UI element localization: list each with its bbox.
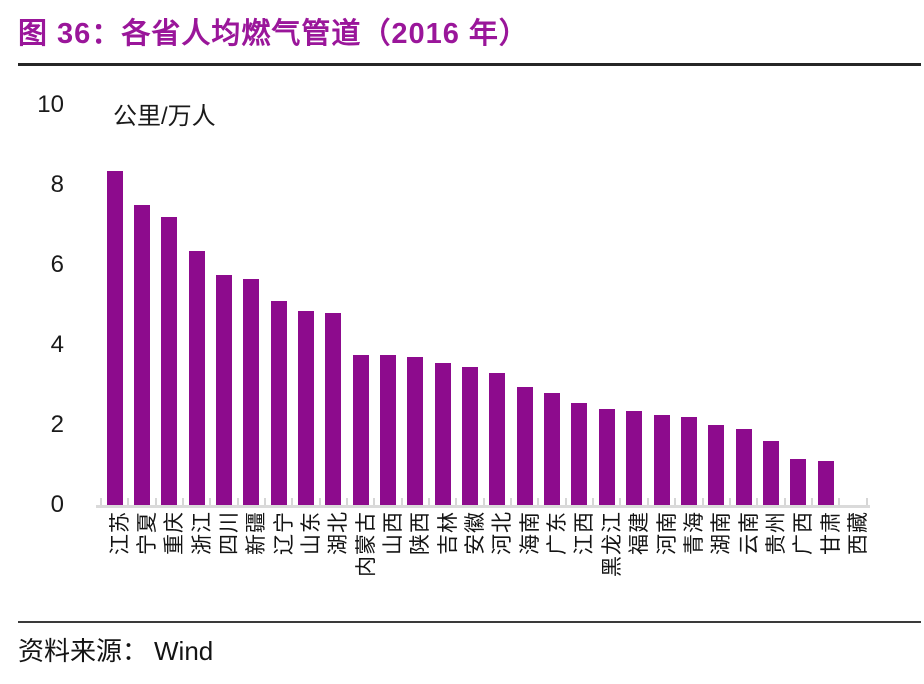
x-axis-tick bbox=[209, 498, 212, 505]
x-axis-label-安徽: 安徽 bbox=[464, 511, 488, 555]
bar-云南 bbox=[735, 429, 752, 505]
x-axis-label-内蒙古: 内蒙古 bbox=[354, 511, 378, 577]
y-axis-tick-label: 0 bbox=[50, 491, 64, 518]
x-axis-tick bbox=[564, 498, 567, 505]
x-axis-label-山东: 山东 bbox=[299, 511, 323, 555]
x-axis-label-吉林: 吉林 bbox=[436, 511, 460, 555]
x-axis-tick bbox=[99, 498, 102, 505]
x-axis-tick bbox=[646, 498, 649, 505]
bar-辽宁 bbox=[270, 301, 287, 505]
bar-江西 bbox=[571, 403, 588, 505]
bar-河南 bbox=[653, 415, 670, 505]
bar-海南 bbox=[516, 387, 533, 505]
bar-新疆 bbox=[243, 279, 260, 505]
bar-青海 bbox=[680, 417, 697, 505]
x-axis-label-福建: 福建 bbox=[628, 511, 652, 555]
x-axis-tick bbox=[728, 498, 731, 505]
bar-湖南 bbox=[708, 425, 725, 505]
bar-湖北 bbox=[325, 313, 342, 505]
bar-贵州 bbox=[762, 441, 779, 505]
x-axis-tick bbox=[810, 498, 813, 505]
x-axis-label-宁夏: 宁夏 bbox=[135, 511, 159, 555]
bar-山东 bbox=[297, 311, 314, 505]
bar-河北 bbox=[489, 373, 506, 505]
x-axis-tick bbox=[428, 498, 431, 505]
y-axis-unit-label: 公里/万人 bbox=[113, 103, 216, 130]
bar-山西 bbox=[380, 355, 396, 505]
x-axis-label-海南: 海南 bbox=[518, 511, 542, 555]
bar-福建 bbox=[626, 411, 643, 505]
x-axis-label-四川: 四川 bbox=[217, 511, 241, 555]
x-axis-tick bbox=[373, 498, 376, 505]
source-row: 资料来源： Wind bbox=[18, 631, 213, 668]
bar-陕西 bbox=[407, 357, 424, 505]
title-divider bbox=[18, 63, 921, 66]
bar-四川 bbox=[215, 275, 232, 505]
x-axis-tick bbox=[756, 498, 759, 505]
x-axis-tick bbox=[482, 498, 485, 505]
x-axis-tick bbox=[455, 498, 458, 505]
x-axis-label-河南: 河南 bbox=[655, 511, 679, 555]
x-axis-tick bbox=[345, 498, 348, 505]
x-axis-label-河北: 河北 bbox=[491, 511, 515, 555]
x-axis-tick bbox=[783, 498, 786, 505]
bar-黑龙江 bbox=[598, 409, 615, 505]
x-axis-tick bbox=[592, 498, 595, 505]
x-axis-tick bbox=[291, 498, 294, 505]
bar-内蒙古 bbox=[352, 355, 369, 505]
x-axis-label-新疆: 新疆 bbox=[245, 511, 269, 555]
bar-宁夏 bbox=[133, 205, 150, 505]
x-axis-tick bbox=[619, 498, 622, 505]
x-axis-tick bbox=[127, 498, 130, 505]
x-axis-tick bbox=[510, 498, 513, 505]
y-axis-tick-label: 8 bbox=[50, 171, 64, 198]
bar-广东 bbox=[544, 393, 561, 505]
x-axis-label-黑龙江: 黑龙江 bbox=[600, 511, 624, 577]
x-axis-label-湖南: 湖南 bbox=[710, 511, 734, 555]
x-axis-label-甘肃: 甘肃 bbox=[819, 511, 843, 555]
bar-重庆 bbox=[161, 217, 178, 505]
x-axis-label-江苏: 江苏 bbox=[108, 511, 132, 555]
bar-广西 bbox=[790, 459, 807, 505]
x-axis-tick bbox=[181, 498, 184, 505]
footer-divider bbox=[18, 621, 921, 623]
x-axis-tick bbox=[674, 498, 677, 505]
x-axis-tick bbox=[154, 498, 157, 505]
x-axis-label-青海: 青海 bbox=[682, 511, 706, 555]
x-axis-tick bbox=[400, 498, 403, 505]
x-axis-label-湖北: 湖北 bbox=[327, 511, 351, 555]
x-axis-label-浙江: 浙江 bbox=[190, 511, 214, 555]
x-axis-tick bbox=[537, 498, 540, 505]
x-axis-label-西藏: 西藏 bbox=[846, 511, 870, 555]
x-axis-label-贵州: 贵州 bbox=[764, 511, 788, 555]
y-axis-tick-label: 4 bbox=[50, 331, 64, 358]
y-axis-tick-label: 6 bbox=[50, 251, 64, 278]
figure-title: 图 36：各省人均燃气管道（2016 年） bbox=[18, 18, 529, 50]
source-value: Wind bbox=[154, 636, 214, 666]
x-axis-label-山西: 山西 bbox=[382, 511, 405, 555]
bar-浙江 bbox=[188, 251, 205, 505]
x-axis-label-重庆: 重庆 bbox=[163, 511, 187, 555]
x-axis-label-辽宁: 辽宁 bbox=[272, 511, 296, 555]
x-axis-line bbox=[96, 505, 870, 508]
x-axis-tick bbox=[865, 498, 868, 505]
x-axis-label-江西: 江西 bbox=[573, 511, 597, 555]
x-axis-label-广东: 广东 bbox=[546, 511, 570, 555]
x-axis-tick bbox=[701, 498, 704, 505]
x-axis-tick bbox=[318, 498, 321, 505]
y-axis-tick-label: 10 bbox=[37, 91, 64, 118]
x-axis-label-陕西: 陕西 bbox=[409, 511, 433, 555]
x-axis-tick bbox=[236, 498, 239, 505]
x-axis-tick bbox=[838, 498, 841, 505]
bar-江苏 bbox=[106, 171, 123, 505]
source-label: 资料来源： bbox=[18, 637, 149, 666]
x-axis-label-广西: 广西 bbox=[792, 511, 816, 555]
x-axis-tick bbox=[263, 498, 266, 505]
bar-甘肃 bbox=[817, 461, 834, 505]
y-axis-tick-label: 2 bbox=[50, 411, 64, 438]
bar-安徽 bbox=[462, 367, 479, 505]
x-axis-label-云南: 云南 bbox=[737, 511, 761, 555]
bar-吉林 bbox=[434, 363, 451, 505]
